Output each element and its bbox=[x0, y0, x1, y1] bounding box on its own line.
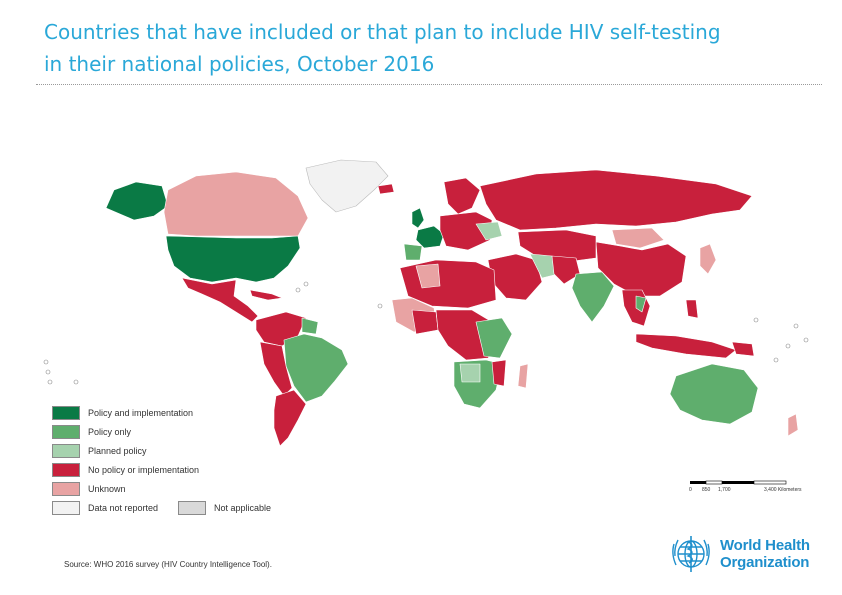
region-western-europe bbox=[415, 225, 445, 249]
scale-bar: 0 850 1,700 3,400 Kilometers bbox=[689, 480, 802, 493]
legend-item: Data not reported bbox=[52, 501, 158, 515]
legend-item: Planned policy bbox=[52, 444, 147, 458]
source-note: Source: WHO 2016 survey (HIV Country Int… bbox=[64, 560, 272, 569]
region-australia bbox=[669, 363, 759, 425]
who-wordmark: World Health Organization bbox=[720, 537, 810, 571]
region-philippines bbox=[685, 299, 699, 319]
legend-item: Not applicable bbox=[178, 501, 271, 515]
page-title: Countries that have included or that pla… bbox=[44, 16, 824, 80]
legend-label: Not applicable bbox=[214, 503, 272, 513]
region-maritime-southeast-asia bbox=[635, 333, 737, 359]
who-logo: World Health Organization bbox=[668, 534, 810, 574]
who-wordmark-line-1: World Health bbox=[720, 537, 810, 554]
region-central-asia bbox=[517, 229, 597, 263]
region-mongolia bbox=[611, 227, 665, 249]
legend-item: Policy and implementation bbox=[52, 406, 193, 420]
region-southern-cone bbox=[273, 389, 307, 447]
region-iberia bbox=[403, 243, 423, 261]
scale-tick-label: 0 bbox=[689, 487, 692, 493]
legend-swatch bbox=[52, 463, 80, 477]
scale-tick-label: 850 bbox=[702, 487, 711, 493]
title-line-1: Countries that have included or that pla… bbox=[44, 20, 721, 44]
region-mexico bbox=[181, 277, 259, 323]
region-papua-new-guinea bbox=[731, 341, 755, 357]
legend-swatch bbox=[52, 482, 80, 496]
legend-label: Policy only bbox=[88, 427, 132, 437]
region-scandinavia bbox=[443, 177, 481, 215]
legend-swatch bbox=[52, 425, 80, 439]
who-emblem-icon bbox=[672, 536, 710, 572]
legend-label: No policy or implementation bbox=[88, 465, 200, 475]
region-caribbean bbox=[249, 289, 283, 301]
title-line-2: in their national policies, October 2016 bbox=[44, 52, 435, 76]
region-usa bbox=[165, 235, 301, 283]
world-map bbox=[43, 159, 809, 447]
scale-tick-label: 3,400 Kilometers bbox=[764, 487, 802, 493]
legend-item: No policy or implementation bbox=[52, 463, 199, 477]
region-eastern-europe bbox=[475, 221, 503, 241]
legend-label: Data not reported bbox=[88, 503, 159, 513]
region-southern-africa-planned bbox=[459, 363, 481, 383]
region-mozambique bbox=[491, 359, 507, 387]
region-russia bbox=[479, 169, 753, 231]
region-greenland bbox=[305, 159, 389, 213]
legend-swatch bbox=[52, 406, 80, 420]
region-guianas bbox=[301, 317, 319, 335]
region-brazil bbox=[283, 333, 349, 403]
region-algeria bbox=[415, 263, 441, 289]
region-iceland bbox=[377, 183, 395, 195]
region-china bbox=[595, 241, 687, 297]
legend-label: Planned policy bbox=[88, 446, 147, 456]
region-canada bbox=[163, 171, 309, 237]
legend-item: Unknown bbox=[52, 482, 126, 496]
region-south-central-asia bbox=[551, 255, 581, 285]
legend-label: Unknown bbox=[88, 484, 126, 494]
scale-tick-label: 1,700 bbox=[718, 487, 731, 493]
region-madagascar bbox=[517, 363, 529, 389]
small-island-markers bbox=[43, 281, 809, 385]
region-alaska bbox=[105, 181, 169, 221]
region-west-africa-2 bbox=[411, 309, 439, 335]
region-thailand bbox=[635, 295, 647, 313]
region-new-zealand bbox=[787, 413, 799, 437]
region-japan bbox=[699, 243, 717, 275]
region-east-africa bbox=[475, 317, 513, 359]
region-uk bbox=[411, 207, 425, 229]
legend-item: Policy only bbox=[52, 425, 131, 439]
region-central-europe bbox=[439, 211, 493, 251]
legend-swatch bbox=[178, 501, 206, 515]
who-wordmark-line-2: Organization bbox=[720, 554, 810, 571]
legend-swatch bbox=[52, 444, 80, 458]
region-india bbox=[571, 271, 615, 323]
legend-label: Policy and implementation bbox=[88, 408, 194, 418]
title-divider bbox=[36, 84, 822, 85]
legend-swatch bbox=[52, 501, 80, 515]
